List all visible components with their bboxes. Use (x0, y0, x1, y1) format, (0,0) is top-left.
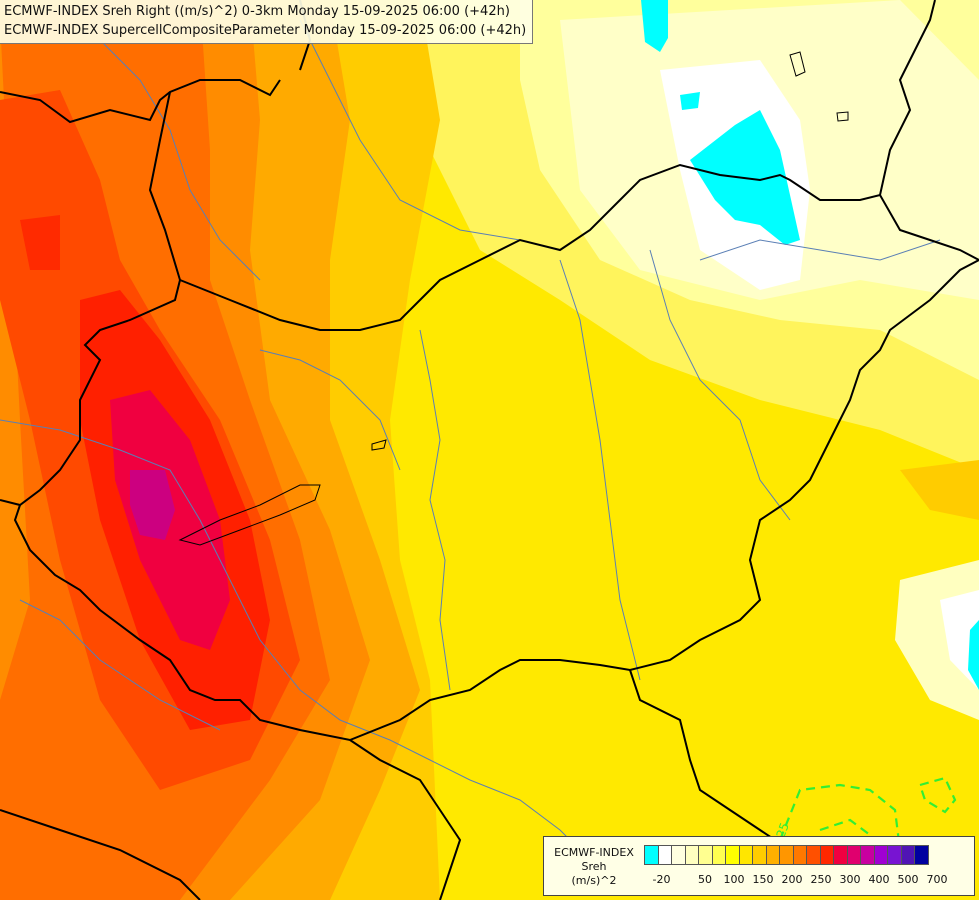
map-title: ECMWF-INDEX Sreh Right ((m/s)^2) 0-3km M… (0, 0, 534, 44)
legend-swatch (819, 845, 834, 865)
legend-swatch (779, 845, 794, 865)
title-line-scp: ECMWF-INDEX SupercellCompositeParameter … (4, 23, 527, 38)
legend-swatch (900, 845, 915, 865)
color-legend: ECMWF-INDEX Sreh (m/s)^2 -20 50 100 150 200 2… (543, 836, 975, 896)
legend-tick-label: 700 (926, 873, 948, 886)
legend-swatch (833, 845, 848, 865)
scp-contours (778, 776, 957, 861)
legend-parameter-label: Sreh (581, 860, 607, 873)
legend-unit-label: (m/s)^2 (571, 874, 617, 887)
legend-swatch (792, 845, 807, 865)
legend-tick-label: 100 (723, 873, 745, 886)
legend-swatch (684, 845, 699, 865)
legend-swatch (806, 845, 821, 865)
legend-tick-label: 400 (868, 873, 890, 886)
legend-swatch (873, 845, 888, 865)
legend-tick-label: 250 (810, 873, 832, 886)
legend-swatch (887, 845, 902, 865)
legend-swatch (765, 845, 780, 865)
legend-swatch (846, 845, 861, 865)
scp-contour-label: 25 (774, 821, 792, 840)
legend-swatch (752, 845, 767, 865)
legend-ticks: -20 50 100 150 200 250 300 400 500 700 (645, 873, 975, 889)
legend-tick-label: 500 (897, 873, 919, 886)
legend-tick-label: 300 (839, 873, 861, 886)
legend-tick-label: 50 (698, 873, 712, 886)
legend-swatch (725, 845, 740, 865)
title-line-sreh: ECMWF-INDEX Sreh Right ((m/s)^2) 0-3km M… (4, 4, 510, 19)
legend-swatch (657, 845, 672, 865)
legend-swatch (698, 845, 713, 865)
legend-model-label: ECMWF-INDEX (554, 846, 634, 859)
legend-swatch (711, 845, 726, 865)
legend-tick-label: -20 (652, 873, 671, 886)
legend-swatches (644, 845, 929, 865)
lakes (178, 51, 849, 546)
legend-swatch (644, 845, 659, 865)
legend-swatch (860, 845, 875, 865)
legend-swatch (738, 845, 753, 865)
rivers (0, 19, 941, 871)
legend-swatch (914, 845, 929, 865)
legend-swatch (671, 845, 686, 865)
legend-tick-label: 200 (781, 873, 803, 886)
legend-tick-label: 150 (752, 873, 774, 886)
